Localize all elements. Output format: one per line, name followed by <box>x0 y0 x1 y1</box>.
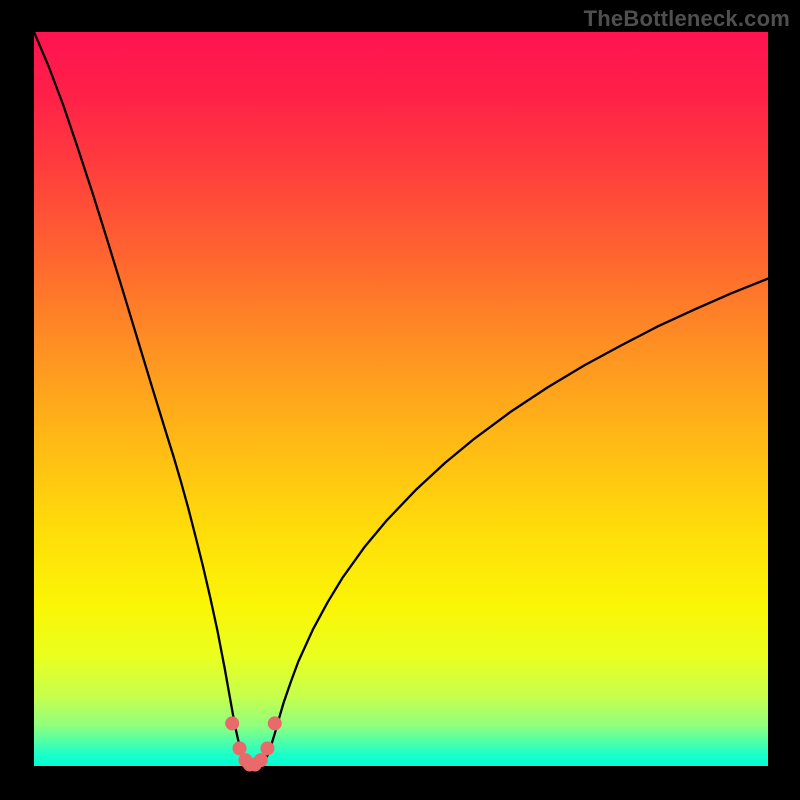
curve-marker <box>225 716 239 730</box>
curve-marker <box>254 753 268 767</box>
watermark-text: TheBottleneck.com <box>584 6 790 32</box>
chart-viewport: TheBottleneck.com <box>0 0 800 800</box>
bottleneck-chart <box>0 0 800 800</box>
plot-background <box>34 32 768 766</box>
curve-marker <box>268 716 282 730</box>
curve-marker <box>260 741 274 755</box>
